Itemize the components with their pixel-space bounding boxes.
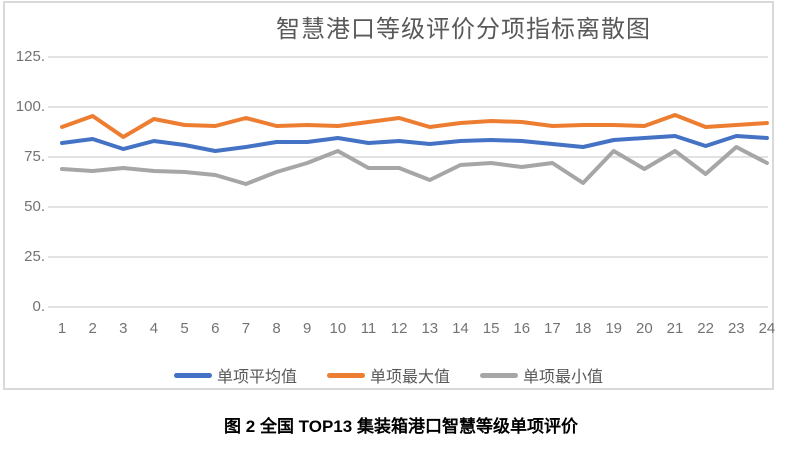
y-axis-label: 125. xyxy=(15,48,45,65)
chart-title: 智慧港口等级评价分项指标离散图 xyxy=(276,16,651,43)
x-axis-label: 14 xyxy=(452,320,469,337)
x-axis-label: 20 xyxy=(636,320,653,337)
x-axis-label: 8 xyxy=(272,320,281,337)
x-axis-label: 15 xyxy=(482,320,500,337)
x-axis-label: 3 xyxy=(119,320,128,337)
x-axis-label: 10 xyxy=(329,320,347,337)
average-line-swatch-icon xyxy=(173,372,212,378)
x-axis-label: 22 xyxy=(697,320,714,337)
series-line-1 xyxy=(60,113,769,139)
y-axis-label: 0. xyxy=(32,298,45,315)
y-axis-label: 75. xyxy=(24,148,45,165)
series-line-2 xyxy=(60,145,769,186)
legend-item-max: 单项最大值 xyxy=(326,363,450,387)
x-axis-label: 5 xyxy=(180,320,189,337)
x-axis-label: 21 xyxy=(666,320,684,337)
x-axis-label: 17 xyxy=(544,320,561,337)
legend-label-average: 单项平均值 xyxy=(216,369,297,386)
legend-item-min: 单项最小值 xyxy=(480,363,603,387)
y-axis-label: 50. xyxy=(24,198,45,215)
x-axis-label: 18 xyxy=(574,320,592,337)
line-chart-plot xyxy=(48,56,769,308)
legend-label-max: 单项最大值 xyxy=(369,369,450,386)
x-axis-label: 2 xyxy=(88,320,97,337)
legend: 单项平均值 单项最大值 单项最小值 xyxy=(5,363,772,387)
max-line-swatch-icon xyxy=(326,372,365,378)
y-axis-label: 100. xyxy=(15,98,45,115)
legend-label-min: 单项最小值 xyxy=(523,369,604,386)
figure-caption: 图 2 全国 TOP13 集装箱港口智慧等级单项评价 xyxy=(224,417,578,436)
min-line-swatch-icon xyxy=(480,372,518,378)
x-axis-label: 4 xyxy=(149,320,159,337)
series-line-0 xyxy=(60,134,769,153)
y-axis-label: 25. xyxy=(24,248,45,265)
x-axis-label: 13 xyxy=(421,320,439,337)
x-axis-label: 7 xyxy=(241,320,251,337)
x-axis-label: 11 xyxy=(360,320,377,337)
x-axis-label: 1 xyxy=(57,320,67,337)
x-axis-label: 6 xyxy=(211,320,220,337)
x-axis-label: 23 xyxy=(727,320,745,337)
x-axis-label: 9 xyxy=(303,320,312,337)
x-axis-label: 19 xyxy=(605,320,623,337)
legend-item-average: 单项平均值 xyxy=(173,363,297,387)
x-axis-label: 16 xyxy=(513,320,531,337)
x-axis-label: 12 xyxy=(390,320,408,337)
x-axis-label: 24 xyxy=(758,320,776,337)
